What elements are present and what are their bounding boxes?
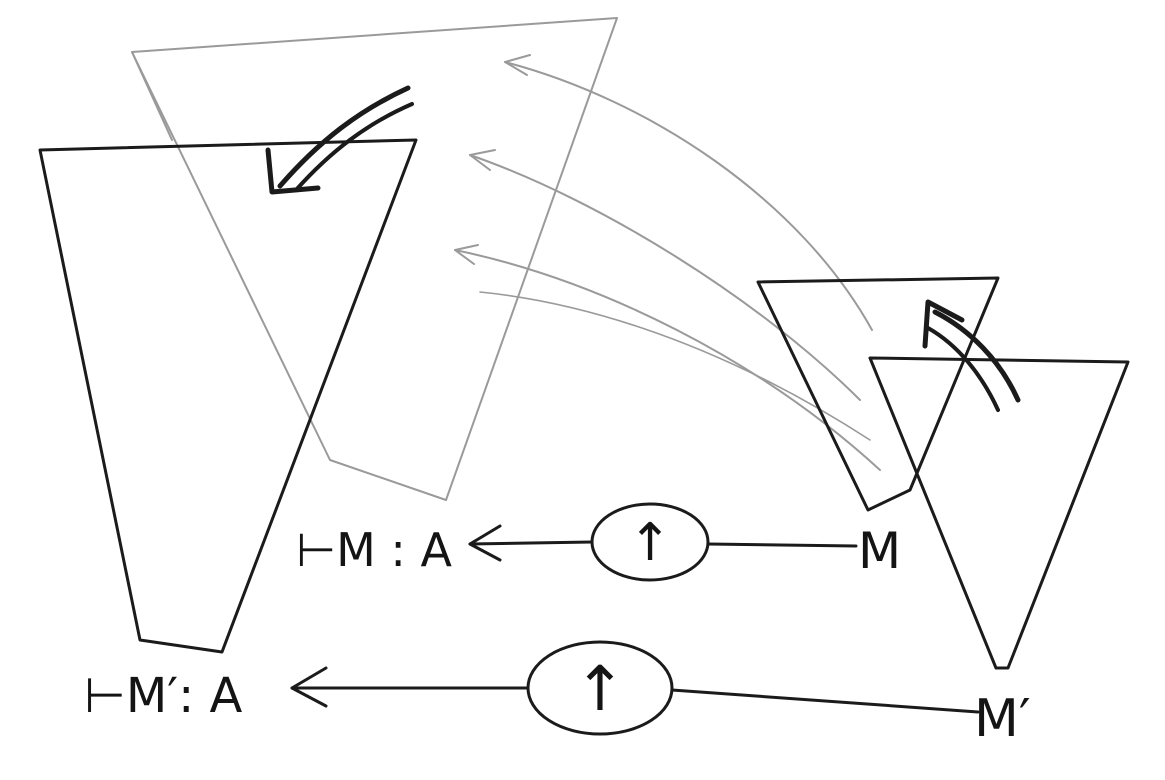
arrow-bottom-head xyxy=(290,666,328,708)
operator-symbol-bottom: ↑ xyxy=(574,652,626,725)
faint-sweep-arrow-1 xyxy=(504,61,873,331)
bold-curved-arrow-left-inner xyxy=(294,102,414,192)
judgement-label-bottom: ⊢M′: A xyxy=(84,668,243,724)
derivation-tree-small-back xyxy=(756,276,1000,512)
operator-circle-top xyxy=(590,502,710,582)
arrow-top-head xyxy=(468,524,502,562)
bold-curved-arrow-right xyxy=(932,309,1021,403)
operator-symbol-top: ↑ xyxy=(628,513,672,573)
term-label-bottom: M′ xyxy=(974,689,1031,749)
arrow-top-line-left xyxy=(468,540,594,546)
bold-curved-arrow-right-inner xyxy=(926,326,1000,412)
bold-curved-arrow-right-head xyxy=(922,299,965,349)
derivation-tree-small-front xyxy=(868,356,1130,670)
faint-sweep-arrow-3-head xyxy=(454,244,479,265)
faint-sweep-arrow-1-head xyxy=(504,54,531,76)
faint-sweep-arrow-2 xyxy=(469,154,861,401)
derivation-tree-large xyxy=(38,138,418,654)
bold-curved-arrow-left-head xyxy=(265,147,321,195)
faint-sweep-arrow-2-head xyxy=(469,149,496,171)
operator-circle-bottom xyxy=(526,640,674,736)
judgement-label-top: ⊢M : A xyxy=(296,523,453,577)
ghost-tree-left-edge xyxy=(131,51,173,141)
arrow-top-line-right xyxy=(706,542,858,548)
bold-curved-arrow-left xyxy=(277,85,411,189)
term-label-top: M xyxy=(858,522,901,580)
ghost-derivation-tree xyxy=(131,17,618,501)
arrow-bottom-line-right xyxy=(670,688,980,714)
faint-sweep-arrow-4 xyxy=(479,291,871,441)
